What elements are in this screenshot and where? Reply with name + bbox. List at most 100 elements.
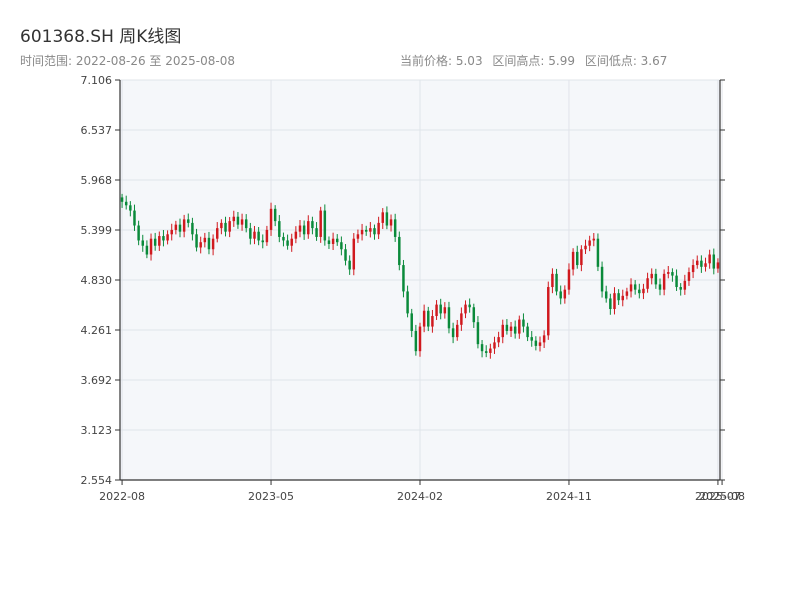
candle-body <box>571 251 575 270</box>
candle <box>220 219 223 235</box>
candle <box>315 222 318 241</box>
candle <box>472 303 476 328</box>
candle-body <box>542 335 546 343</box>
candle <box>563 285 567 304</box>
candle-body <box>253 231 256 239</box>
x-axis-labels: 2022-08 2023-05 2024-02 2024-11 2025-072025-… <box>99 490 745 503</box>
candle-body <box>286 240 289 246</box>
candle <box>203 232 207 248</box>
y-tick-label: 4.830 <box>81 274 113 287</box>
candle <box>588 235 591 252</box>
candle <box>584 239 587 254</box>
candle <box>687 267 691 286</box>
candle <box>662 269 666 296</box>
candle <box>149 233 153 261</box>
candle-body <box>625 291 629 296</box>
candle-body <box>633 284 637 290</box>
candle-body <box>398 236 401 266</box>
candle-body <box>621 295 624 301</box>
candle <box>290 233 293 252</box>
candle <box>497 331 500 348</box>
candle-body <box>551 273 554 288</box>
x-tick-label: 2025-07 <box>695 490 741 503</box>
candle-body <box>629 284 633 292</box>
candle-body <box>340 242 343 250</box>
candle <box>609 293 612 315</box>
candle <box>596 233 600 272</box>
candle <box>480 339 484 358</box>
y-tick-label: 4.261 <box>81 324 113 337</box>
candle-body <box>526 326 529 338</box>
candle <box>307 215 310 239</box>
candle-body <box>464 304 467 314</box>
candle-body <box>534 340 538 346</box>
candle <box>191 217 194 241</box>
candle <box>253 225 256 245</box>
candle <box>505 319 509 335</box>
candle <box>261 234 264 249</box>
candle-body <box>377 222 380 235</box>
candle-body <box>356 234 360 239</box>
candle <box>327 236 331 249</box>
candle-body <box>178 224 182 232</box>
candle <box>547 281 550 340</box>
y-tick-label: 5.968 <box>81 174 113 187</box>
candle <box>389 214 393 232</box>
candle <box>509 321 513 337</box>
candle <box>427 306 430 332</box>
candle <box>555 268 558 296</box>
candle-body <box>538 342 542 346</box>
candle <box>551 268 554 294</box>
candle <box>249 222 252 245</box>
candle <box>460 307 463 331</box>
y-tick-label: 3.692 <box>81 374 113 387</box>
candle <box>273 205 277 227</box>
candle-body <box>257 231 260 241</box>
candle <box>298 220 302 238</box>
candle <box>439 298 442 320</box>
candle <box>422 304 426 333</box>
candle <box>195 228 198 252</box>
candle-body <box>170 229 173 235</box>
candle <box>501 319 504 344</box>
candle-body <box>402 265 405 292</box>
candle-body <box>265 229 269 243</box>
x-tick-label: 2024-11 <box>546 490 592 503</box>
candle-body <box>588 240 591 246</box>
stats-summary: 当前价格: 5.03 区间高点: 5.99 区间低点: 3.67 <box>400 52 673 69</box>
candle <box>567 263 571 295</box>
candle <box>311 216 314 235</box>
candle <box>153 232 157 251</box>
candle-body <box>331 238 335 244</box>
candle <box>240 213 244 231</box>
candle-body <box>133 210 136 226</box>
candle-body <box>240 219 244 225</box>
candle-body <box>447 307 451 329</box>
candle <box>348 255 351 275</box>
candle-body <box>141 240 144 246</box>
candle-body <box>120 197 124 202</box>
x-tick-label: 2022-08 <box>99 490 145 503</box>
candle-body <box>220 222 223 229</box>
candle-body <box>199 242 202 248</box>
candle-body <box>484 351 488 353</box>
candle <box>406 285 409 318</box>
candle <box>120 193 124 208</box>
candle-body <box>129 205 132 211</box>
candle-body <box>410 313 413 331</box>
candle <box>679 283 682 296</box>
candle-body <box>662 273 666 290</box>
candle-body <box>687 272 691 281</box>
candle <box>232 210 236 227</box>
candle <box>613 287 616 315</box>
candle <box>344 244 347 266</box>
candle <box>513 320 517 339</box>
candle-body <box>315 228 318 237</box>
candle <box>712 248 716 275</box>
candles <box>120 193 720 359</box>
candle <box>696 255 699 269</box>
x-tick-label: 2023-05 <box>248 490 294 503</box>
candle <box>484 345 488 358</box>
candle-body <box>654 273 658 285</box>
